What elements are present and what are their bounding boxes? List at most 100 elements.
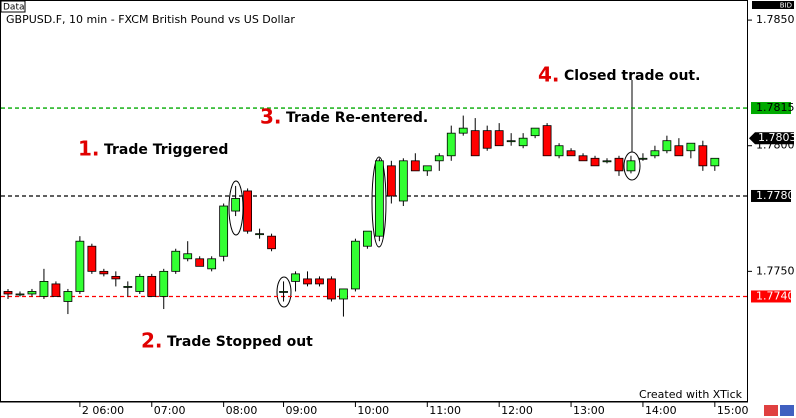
- candle-body: [554, 145, 564, 157]
- annotation-text: Trade Stopped out: [167, 334, 313, 350]
- level-label-box: [751, 102, 791, 115]
- candle-body: [63, 291, 73, 302]
- candle-body: [327, 278, 336, 300]
- candle-body: [410, 160, 420, 172]
- x-tick-label: 08:00: [226, 404, 258, 417]
- x-tick-label: 2 06:00: [82, 404, 124, 417]
- candle-body: [27, 291, 37, 295]
- candle-body: [602, 160, 612, 163]
- candle-body: [195, 258, 205, 267]
- level-label: 1.7780: [756, 189, 795, 202]
- level-label-box: [751, 189, 791, 202]
- candle-body: [590, 157, 600, 167]
- annotation-number: 2.: [141, 329, 163, 353]
- candle-body: [171, 250, 181, 272]
- highlight-ellipses: [228, 151, 641, 308]
- candle-body: [183, 253, 193, 260]
- candle-body: [99, 270, 109, 275]
- candle-body: [374, 160, 384, 237]
- annotation-number: 1.: [78, 137, 100, 161]
- candle-body: [267, 235, 276, 250]
- candle-body: [159, 270, 169, 297]
- current-price-label: 1.7803: [758, 131, 796, 144]
- candle-body: [614, 157, 624, 172]
- candle-body: [243, 190, 253, 232]
- candle-body: [386, 165, 396, 197]
- candle-body: [482, 130, 492, 149]
- candle-body: [638, 157, 648, 160]
- annotation-text: Trade Triggered: [104, 142, 228, 158]
- y-tick-label: 1.7750: [756, 264, 795, 277]
- candle-body: [650, 150, 660, 157]
- candle-body: [566, 150, 576, 157]
- candle-body: [15, 293, 25, 296]
- candle-body: [39, 280, 49, 297]
- candle-body: [207, 258, 217, 270]
- annotation-text: Closed trade out.: [564, 68, 700, 84]
- candle-body: [87, 245, 97, 272]
- price-type: BID: [780, 2, 792, 10]
- level-label-box: [751, 290, 791, 303]
- candle-body: [506, 140, 516, 143]
- candle-body: [470, 130, 480, 157]
- data-tab-label[interactable]: Data: [3, 3, 25, 13]
- candle-body: [303, 278, 312, 285]
- candle-body: [518, 137, 528, 147]
- price-type-box: [752, 1, 794, 9]
- y-tick-label: 1.7850: [756, 13, 795, 26]
- x-tick-label: 12:00: [501, 404, 533, 417]
- candle-body: [51, 283, 61, 297]
- candle-body: [446, 132, 456, 157]
- candle-body: [315, 278, 324, 285]
- annotation-number: 3.: [260, 105, 282, 129]
- candle-body: [710, 157, 720, 167]
- candle-body: [291, 273, 300, 282]
- candle-body: [75, 240, 85, 292]
- candle-body: [674, 145, 684, 157]
- candle-body: [339, 288, 348, 300]
- candle-body: [698, 145, 708, 167]
- candle-body: [362, 230, 372, 247]
- chart-title: GBPUSD.F, 10 min - FXCM British Pound vs…: [6, 13, 295, 26]
- annotation-number: 4.: [538, 63, 560, 87]
- x-tick-label: 13:00: [573, 404, 605, 417]
- candle-body: [434, 155, 444, 162]
- current-price-box: [749, 132, 794, 145]
- x-tick-label: 07:00: [154, 404, 186, 417]
- icon: [780, 405, 794, 416]
- candle-body: [494, 130, 504, 147]
- data-tab[interactable]: [0, 0, 26, 13]
- level-label: 1.7740: [756, 289, 795, 302]
- ellipse: [276, 276, 292, 308]
- candle-body: [147, 275, 157, 297]
- candle-body: [662, 140, 672, 152]
- candle-body: [111, 275, 121, 280]
- candle-body: [135, 275, 145, 292]
- x-tick-label: 11:00: [429, 404, 461, 417]
- candle-body: [578, 155, 588, 162]
- annotation-text: Trade Re-entered.: [286, 110, 428, 126]
- candle-body: [3, 291, 13, 295]
- candle-body: [542, 125, 552, 157]
- x-tick-label: 15:00: [717, 404, 749, 417]
- candle-body: [219, 205, 229, 257]
- candle-body: [351, 240, 360, 290]
- x-tick-label: 10:00: [357, 404, 389, 417]
- candle-body: [398, 160, 408, 202]
- ellipse: [228, 180, 244, 236]
- candle-body: [686, 142, 696, 152]
- credit: Created with XTick: [639, 388, 743, 401]
- candle-body: [530, 127, 540, 137]
- icon: [764, 405, 778, 416]
- x-tick-label: 09:00: [286, 404, 318, 417]
- candle-body: [123, 286, 133, 288]
- candle-body: [626, 160, 636, 172]
- candle-body: [279, 291, 288, 293]
- ellipse: [371, 156, 387, 248]
- level-label: 1.7815: [756, 101, 795, 114]
- candle-body: [231, 198, 241, 212]
- candle-body: [422, 165, 432, 172]
- x-tick-label: 14:00: [645, 404, 677, 417]
